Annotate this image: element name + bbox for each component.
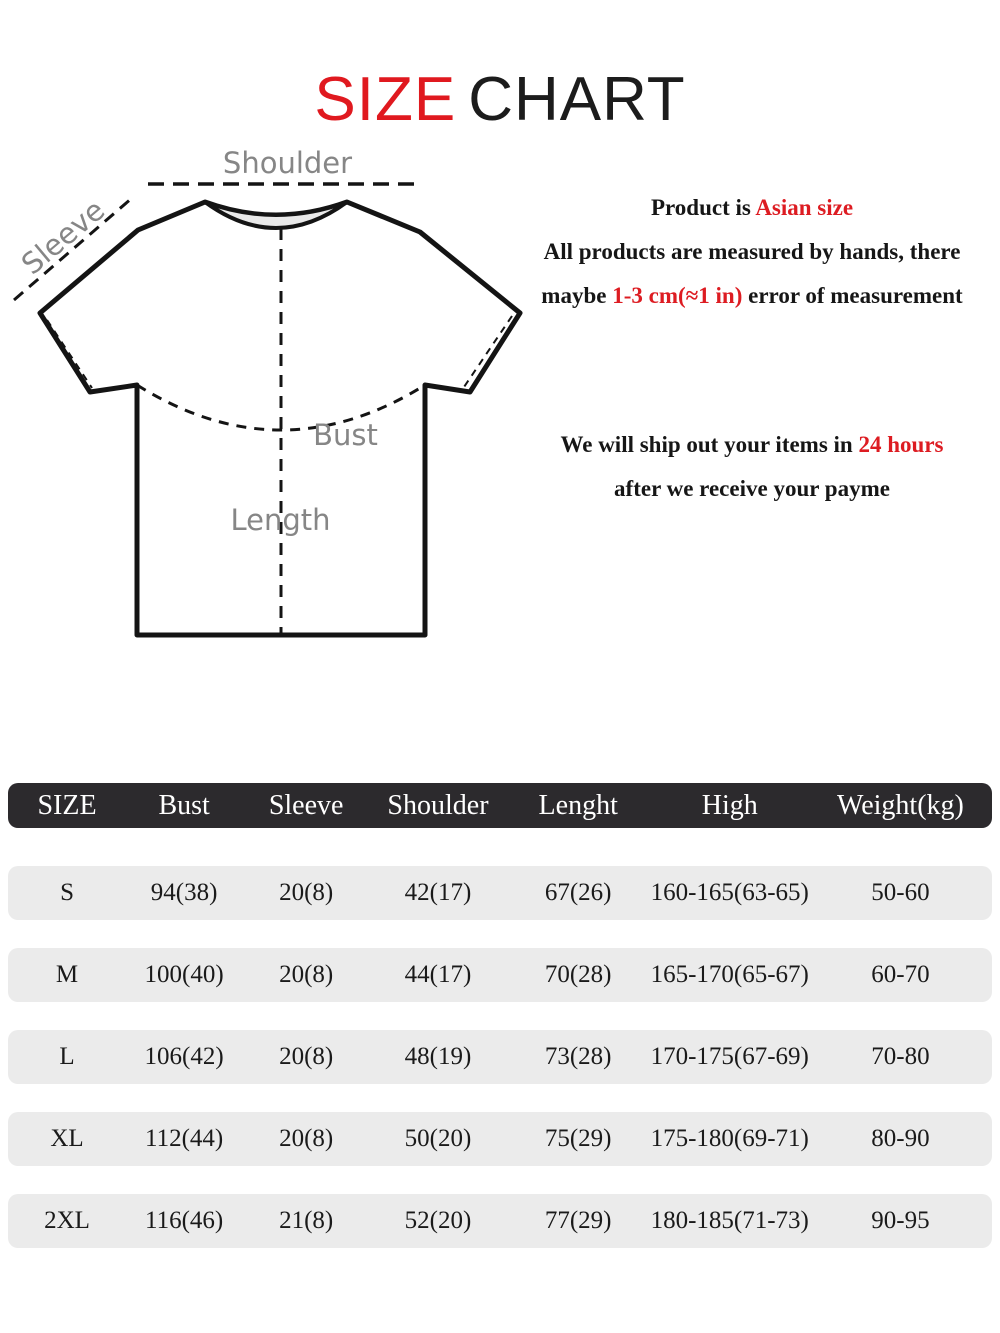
header-cell-bust: Bust <box>158 789 210 821</box>
table-cell: XL <box>50 1125 84 1152</box>
table-row-xl: XL 112(44) 20(8) 50(20) 75(29) 175-180(6… <box>8 1112 992 1166</box>
note-measure-suffix: error of measurement <box>742 283 963 308</box>
note-measure-prefix: maybe <box>541 283 613 308</box>
bust-guide-line <box>136 383 426 432</box>
table-cell: 2XL <box>44 1207 90 1234</box>
table-cell: 20(8) <box>279 1125 334 1152</box>
table-cell: S <box>60 879 74 906</box>
table-cell: 116(46) <box>145 1207 224 1234</box>
table-cell: 160-165(63-65) <box>650 879 809 906</box>
table-cell: 21(8) <box>279 1207 334 1234</box>
table-cell: 80-90 <box>871 1125 930 1152</box>
ship-time-highlight: 24 hours <box>858 432 944 457</box>
table-header-row: SIZE Bust Sleeve Shoulder Lenght High We… <box>8 783 992 828</box>
table-row-s: S 94(38) 20(8) 42(17) 67(26) 160-165(63-… <box>8 866 992 920</box>
table-row-2xl: 2XL 116(46) 21(8) 52(20) 77(29) 180-185(… <box>8 1194 992 1248</box>
note-measure-line1: All products are measured by hands, ther… <box>543 239 961 264</box>
size-table: SIZE Bust Sleeve Shoulder Lenght High We… <box>8 783 992 1276</box>
table-row-l: L 106(42) 20(8) 48(19) 73(28) 170-175(67… <box>8 1030 992 1084</box>
note-ship-prefix: We will ship out your items in <box>560 432 859 457</box>
table-cell: 180-185(71-73) <box>650 1207 809 1234</box>
table-cell: 20(8) <box>279 1043 334 1070</box>
table-cell: M <box>55 961 79 988</box>
table-cell: 75(29) <box>544 1125 612 1152</box>
table-cell: 50(20) <box>404 1125 472 1152</box>
table-cell: 20(8) <box>279 879 334 906</box>
header-cell-weight: Weight(kg) <box>837 789 964 821</box>
table-cell: 112(44) <box>145 1125 224 1152</box>
right-cuff-guide-line <box>463 315 513 388</box>
note-measure-line2: maybe 1-3 cm(≈1 in) error of measurement <box>512 274 992 318</box>
product-notes: Product is Asian size All products are m… <box>512 186 992 511</box>
measurement-error-highlight: 1-3 cm(≈1 in) <box>612 283 743 308</box>
table-cell: 77(29) <box>544 1207 612 1234</box>
title-size-word: SIZE <box>314 65 457 134</box>
table-cell: 90-95 <box>871 1207 930 1234</box>
table-cell: 70(28) <box>544 961 612 988</box>
shoulder-label: Shoulder <box>222 146 353 180</box>
tshirt-diagram: Shoulder Sleeve Bust Length <box>0 140 560 660</box>
collar-band <box>203 200 349 230</box>
table-cell: 52(20) <box>404 1207 472 1234</box>
note-ship-line1: We will ship out your items in 24 hours <box>512 423 992 467</box>
table-cell: 175-180(69-71) <box>650 1125 809 1152</box>
table-cell: 165-170(65-67) <box>650 961 809 988</box>
tshirt-outline-graphic <box>13 182 523 638</box>
table-cell: 42(17) <box>404 879 472 906</box>
title-chart-word: CHART <box>468 65 686 134</box>
table-cell: L <box>59 1043 75 1070</box>
header-cell-lenght: Lenght <box>538 789 618 821</box>
header-cell-size: SIZE <box>37 789 97 821</box>
length-label: Length <box>230 503 331 537</box>
table-cell: 94(38) <box>150 879 218 906</box>
table-cell: 70-80 <box>871 1043 930 1070</box>
table-cell: 50-60 <box>871 879 930 906</box>
table-row-m: M 100(40) 20(8) 44(17) 70(28) 165-170(65… <box>8 948 992 1002</box>
table-cell: 20(8) <box>279 961 334 988</box>
left-cuff-guide-line <box>46 319 93 389</box>
header-cell-high: High <box>701 789 758 821</box>
table-cell: 100(40) <box>144 961 224 988</box>
page-title: SIZE CHART <box>0 66 1000 134</box>
note-ship-line2: after we receive your payme <box>614 476 890 501</box>
table-cell: 73(28) <box>544 1043 612 1070</box>
table-cell: 170-175(67-69) <box>650 1043 809 1070</box>
note-product-prefix: Product is <box>650 195 756 220</box>
table-cell: 60-70 <box>871 961 930 988</box>
bust-label: Bust <box>313 418 378 452</box>
table-cell: 48(19) <box>404 1043 472 1070</box>
asian-size-highlight: Asian size <box>755 195 854 220</box>
table-cell: 106(42) <box>144 1043 224 1070</box>
table-cell: 44(17) <box>404 961 472 988</box>
header-cell-shoulder: Shoulder <box>387 789 489 821</box>
header-cell-sleeve: Sleeve <box>268 789 344 821</box>
table-cell: 67(26) <box>544 879 612 906</box>
note-product-line: Product is Asian size <box>512 186 992 230</box>
sleeve-guide-line <box>13 196 133 302</box>
